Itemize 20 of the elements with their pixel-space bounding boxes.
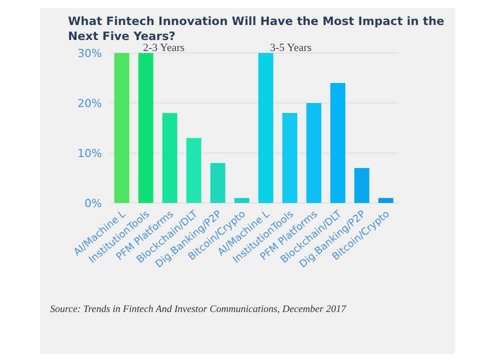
annotation: 2-3 Years <box>143 42 185 54</box>
bar <box>234 198 250 203</box>
bar <box>378 198 394 203</box>
y-tick-label: 30% <box>78 46 102 60</box>
bar <box>162 113 178 203</box>
bar <box>114 53 130 203</box>
bar <box>330 83 346 203</box>
bar <box>210 163 226 203</box>
y-tick-label: 20% <box>78 96 102 110</box>
bar <box>258 53 274 203</box>
chart-title: What Fintech Innovation Will Have the Most Impact in the Next Five Years? <box>68 14 444 43</box>
bar <box>138 53 154 203</box>
bar <box>282 113 298 203</box>
bar <box>354 168 370 203</box>
y-tick-label: 10% <box>78 146 102 160</box>
source-note: Source: Trends in Fintech And Investor Communications, December 2017 <box>50 304 346 315</box>
bar <box>186 138 202 203</box>
y-tick-label: 0% <box>84 196 102 210</box>
annotation: 3-5 Years <box>270 42 312 54</box>
bar <box>306 103 322 203</box>
